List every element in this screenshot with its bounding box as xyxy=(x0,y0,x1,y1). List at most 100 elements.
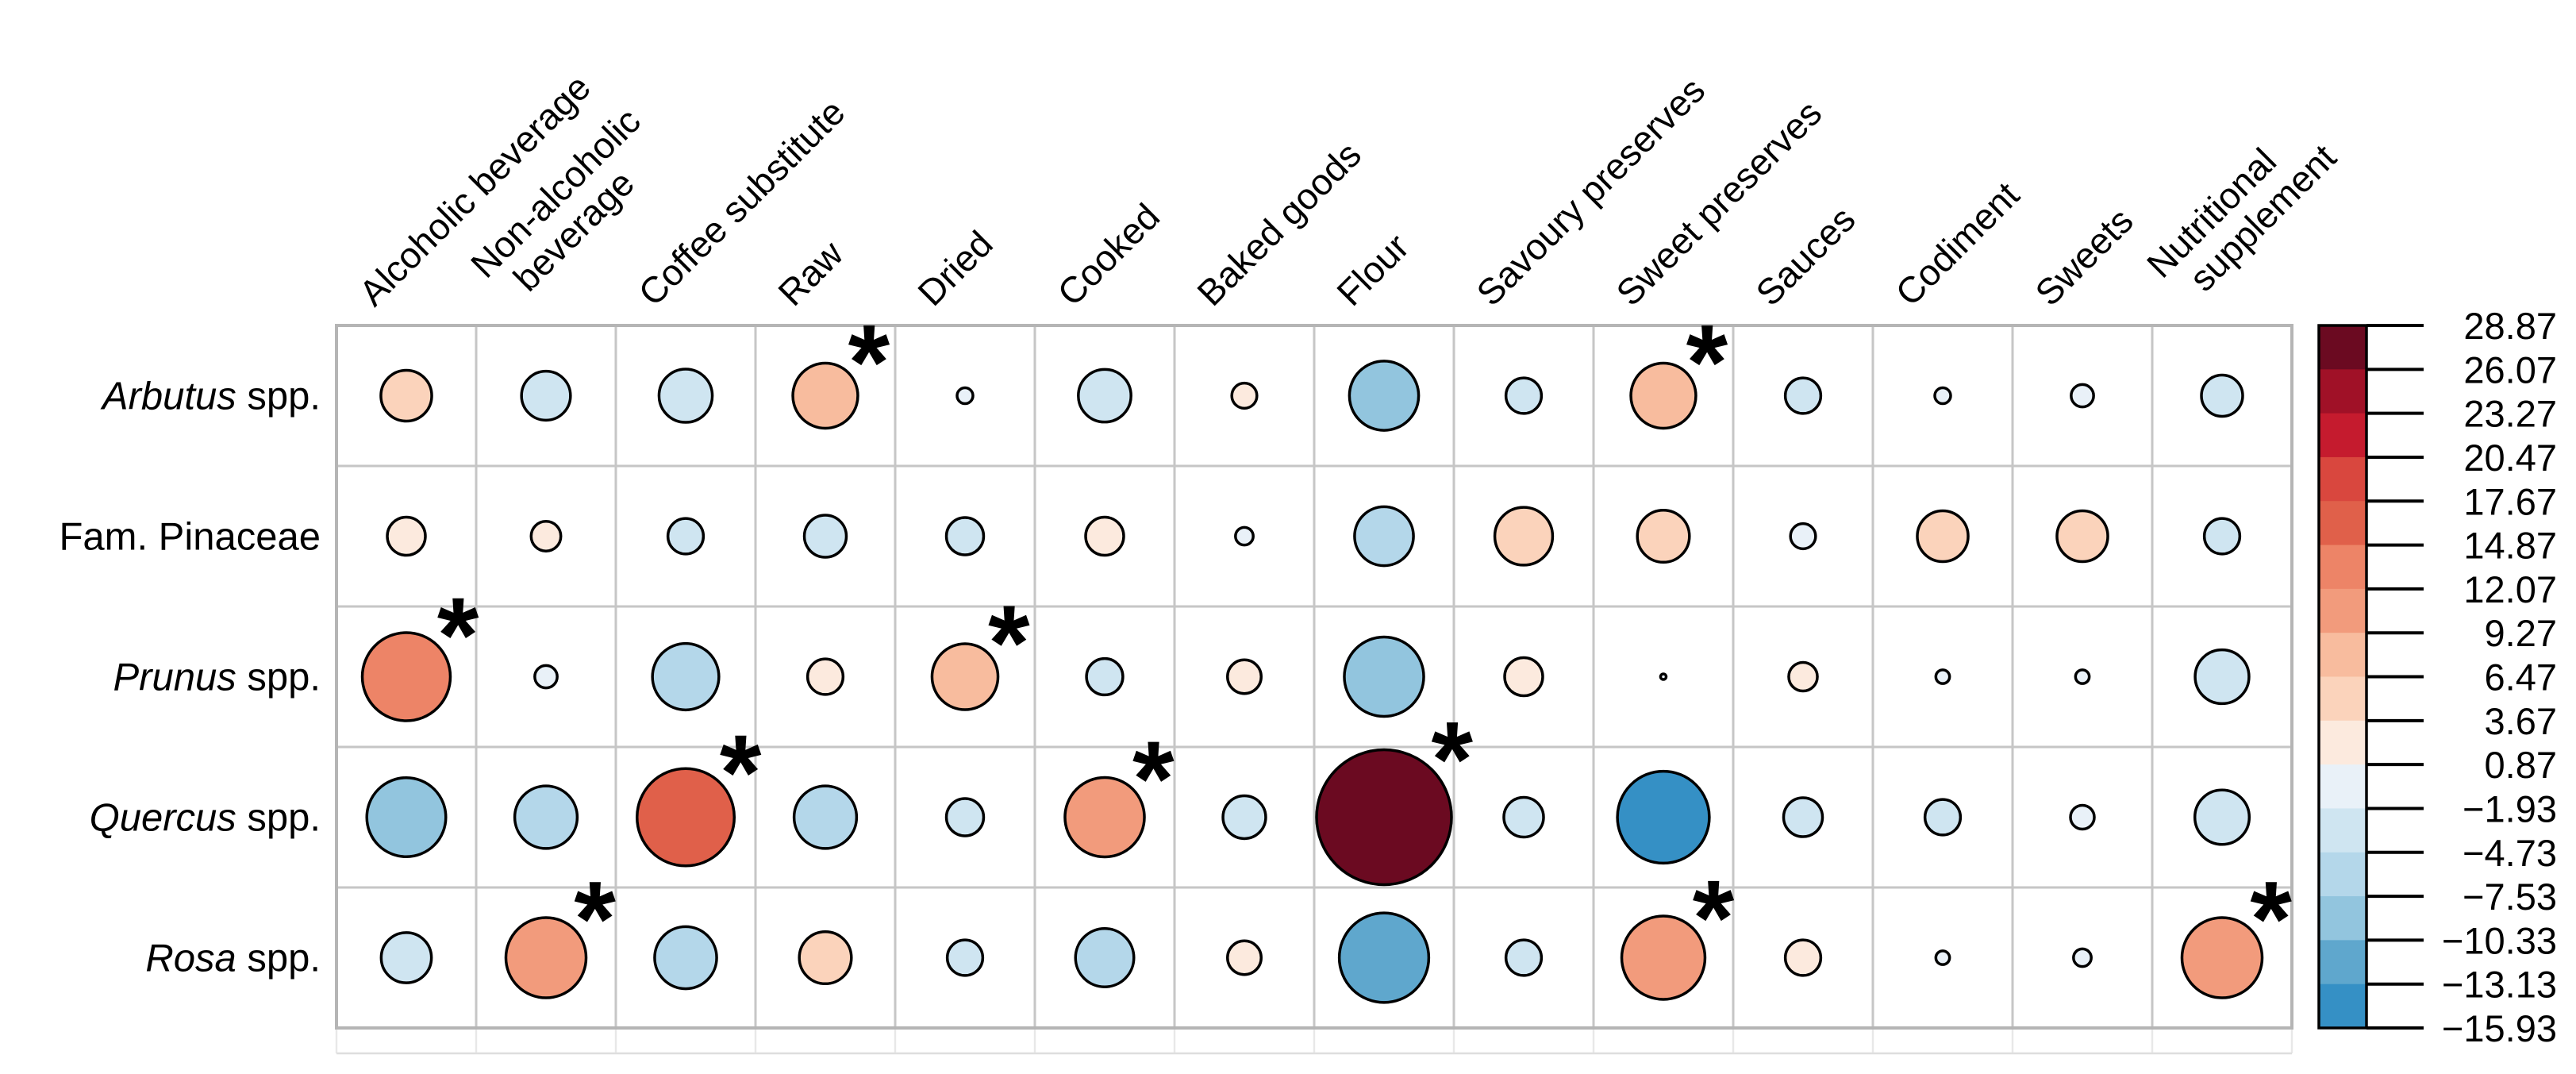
row-labels: Arbutus spp. Fam. Pinaceae Prunus spp. Quer… xyxy=(59,375,321,980)
legend-color-segment xyxy=(2319,720,2366,765)
significance-asterisk: * xyxy=(1132,718,1175,838)
row-label: Prunus spp. xyxy=(113,656,321,699)
legend-tick-label: 26.07 xyxy=(2463,348,2557,391)
significance-asterisk: * xyxy=(574,859,616,979)
matrix-circle xyxy=(1337,911,1431,1004)
legend-color-segment xyxy=(2319,984,2366,1029)
matrix-circle xyxy=(653,925,718,991)
matrix-circle xyxy=(1934,668,1951,685)
matrix-cells: * * * * * * * * * * xyxy=(360,302,2292,1004)
legend-color-segment xyxy=(2319,764,2366,810)
matrix-circle xyxy=(1221,794,1267,841)
matrix-circle xyxy=(1353,505,1415,568)
legend-tick-label: −10.33 xyxy=(2442,919,2557,961)
column-headers: Alcoholic beverageNon-alcoholicbeverageC… xyxy=(351,66,2343,314)
matrix-circle xyxy=(955,386,975,406)
matrix-circle xyxy=(1783,938,1823,977)
matrix-circle xyxy=(1933,386,1952,406)
matrix-circle xyxy=(2072,947,2093,968)
row-label: Fam. Pinaceae xyxy=(59,516,321,559)
legend-tick-label: 17.67 xyxy=(2463,480,2557,522)
matrix-circle xyxy=(1074,926,1136,989)
row-label: Rosa spp. xyxy=(145,937,321,980)
matrix-circle xyxy=(360,631,452,722)
matrix-circle xyxy=(1504,376,1544,415)
legend-color-segment xyxy=(2319,501,2366,546)
matrix-circle xyxy=(2180,916,2264,999)
column-header: Dried xyxy=(909,223,1001,314)
matrix-circle xyxy=(798,930,853,986)
matrix-circle xyxy=(520,369,572,422)
column-header: Nutritionalsupplement xyxy=(2139,108,2344,314)
column-header: Savoury preserves xyxy=(1468,69,1713,314)
matrix-circle xyxy=(802,514,848,559)
legend-color-segment xyxy=(2319,588,2366,633)
matrix-circle xyxy=(1085,656,1125,697)
matrix-circle xyxy=(944,797,986,837)
grid-outer-border xyxy=(335,324,2293,1030)
matrix-grid xyxy=(335,324,2293,1055)
matrix-circle xyxy=(379,931,433,984)
legend-tick-label: 28.87 xyxy=(2463,305,2557,347)
legend-tick-label: 9.27 xyxy=(2485,612,2557,654)
matrix-circle xyxy=(1923,798,1963,837)
row-label: Arbutus spp. xyxy=(100,375,321,418)
matrix-circle xyxy=(1783,376,1823,415)
legend-tick-label: 0.87 xyxy=(2485,744,2557,786)
legend-tick-label: −1.93 xyxy=(2463,787,2557,830)
legend-color-segment xyxy=(2319,852,2366,897)
legend-color-segment xyxy=(2319,896,2366,941)
matrix-circle xyxy=(1234,525,1255,547)
matrix-circle xyxy=(1503,656,1544,698)
matrix-circle xyxy=(504,916,588,999)
column-header: Codiment xyxy=(1887,174,2027,314)
matrix-circle xyxy=(944,516,986,556)
significance-asterisk: * xyxy=(848,302,890,422)
matrix-circle xyxy=(2200,373,2244,418)
matrix-circle xyxy=(1934,949,1951,966)
significance-asterisk: * xyxy=(2250,859,2292,979)
significance-asterisk: * xyxy=(437,575,479,695)
matrix-circle xyxy=(1616,769,1711,865)
matrix-circle xyxy=(1629,361,1697,430)
significance-asterisk: * xyxy=(988,583,1030,703)
legend-tick-label: 3.67 xyxy=(2485,700,2557,742)
legend-tick-label: −13.13 xyxy=(2442,964,2557,1006)
matrix-circle xyxy=(657,368,714,424)
row-label: Quercus spp. xyxy=(90,797,321,840)
legend-tick-label: 6.47 xyxy=(2485,656,2557,699)
matrix-circle xyxy=(666,517,706,556)
matrix-circle xyxy=(1226,939,1263,976)
legend-color-segment xyxy=(2319,545,2366,590)
legend-color-segment xyxy=(2319,413,2366,458)
matrix-circle xyxy=(1787,660,1819,693)
significance-asterisk: * xyxy=(1693,858,1735,978)
matrix-circle xyxy=(1077,368,1132,424)
matrix-circle xyxy=(1348,360,1421,432)
significance-asterisk: * xyxy=(720,713,762,833)
legend-color-segment xyxy=(2319,325,2366,371)
significance-asterisk: * xyxy=(1432,699,1474,819)
matrix-circle xyxy=(386,515,427,557)
matrix-circle xyxy=(1502,795,1545,839)
matrix-circle xyxy=(2055,509,2109,564)
matrix-circle xyxy=(792,784,859,850)
matrix-circle xyxy=(1789,522,1817,551)
significance-asterisk: * xyxy=(1686,302,1728,422)
matrix-circle xyxy=(1782,796,1824,838)
legend-tick-label: 23.27 xyxy=(2463,393,2557,435)
legend-color-segment xyxy=(2319,369,2366,414)
matrix-circle xyxy=(1315,748,1453,887)
matrix-circle xyxy=(513,784,579,850)
column-header: Flour xyxy=(1328,225,1417,314)
matrix-circle xyxy=(651,641,721,712)
matrix-circle xyxy=(930,642,1000,711)
matrix-circle xyxy=(379,368,433,423)
matrix-circle xyxy=(533,664,559,690)
legend-tick-label: −15.93 xyxy=(2442,1007,2557,1049)
matrix-circle xyxy=(2202,517,2242,556)
matrix-circle xyxy=(1620,914,1707,1001)
legend-tick-label: 14.87 xyxy=(2463,525,2557,567)
matrix-circle xyxy=(2193,648,2251,706)
